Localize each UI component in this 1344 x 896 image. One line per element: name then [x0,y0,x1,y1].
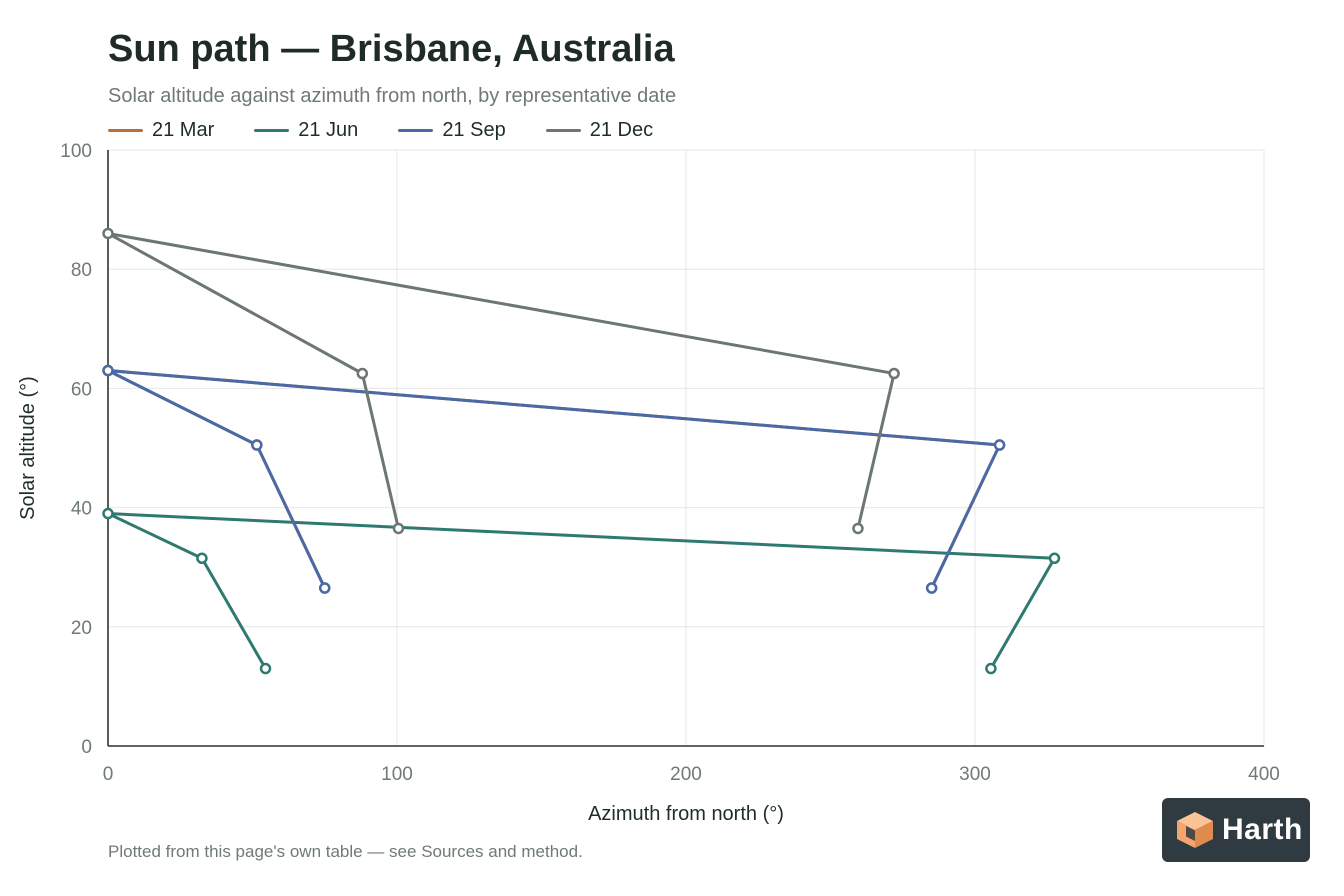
y-tick-label: 0 [81,737,92,758]
legend-swatch [254,129,290,132]
series-21-jun [102,507,1061,675]
data-point [102,364,114,377]
data-point [251,439,263,451]
data-point [852,522,864,535]
y-tick-label: 80 [71,260,92,281]
chart-subtitle: Solar altitude against azimuth from nort… [108,85,677,107]
data-point [259,662,272,675]
x-tick-label: 400 [1248,764,1280,785]
data-point [925,582,938,594]
series-line [106,512,1056,671]
data-point [196,552,208,565]
legend-label: 21 Mar [152,119,215,141]
legend-item[interactable]: 21 Mar [108,119,214,142]
x-tick-label: 200 [670,764,702,785]
legend-swatch [108,129,143,132]
y-axis-label: Solar altitude (°) [17,376,39,520]
grid-layer [108,149,1265,746]
data-point [888,367,900,380]
data-point [985,662,997,675]
data-point [1048,552,1061,565]
series-21-dec [102,227,900,535]
data-point [102,507,114,520]
y-tick-label: 40 [71,499,92,520]
brand-logo[interactable]: Harth [1162,798,1310,862]
legend-item[interactable]: 21 Jun [254,119,358,142]
y-tick-label: 60 [71,379,92,400]
y-tick-label: 100 [60,141,92,162]
legend-label: 21 Jun [298,119,359,141]
y-tick-label: 20 [71,618,92,639]
legend-label: 21 Dec [589,119,654,141]
chart-legend: 21 Mar 21 Jun 21 Sep 21 Dec [108,119,653,142]
data-point [392,522,405,535]
x-tick-label: 0 [103,764,114,785]
legend-item[interactable]: 21 Dec [545,119,654,142]
legend-swatch [398,129,434,132]
series-layer [102,227,1061,675]
data-point [319,582,331,594]
legend-item[interactable]: 21 Sep [398,119,506,142]
series-line [106,369,1002,590]
axis-layer: 0 20 40 60 80 100 0 100 200 300 400 [60,141,1280,785]
legend-swatch [545,129,581,132]
series-line [106,369,1002,590]
data-point [993,439,1006,451]
source-note: Plotted from this page's own table — see… [108,842,583,861]
data-point [102,227,114,240]
chart-title: Sun path — Brisbane, Australia [108,28,675,70]
data-point [356,367,369,380]
series-21-sep [102,364,1006,594]
x-axis-label: Azimuth from north (°) [588,803,784,825]
legend-label: 21 Sep [442,119,506,141]
x-tick-label: 300 [959,764,991,785]
brand-name: Harth [1222,813,1303,846]
cube-logo-icon [1177,812,1213,848]
x-tick-label: 100 [381,764,413,785]
